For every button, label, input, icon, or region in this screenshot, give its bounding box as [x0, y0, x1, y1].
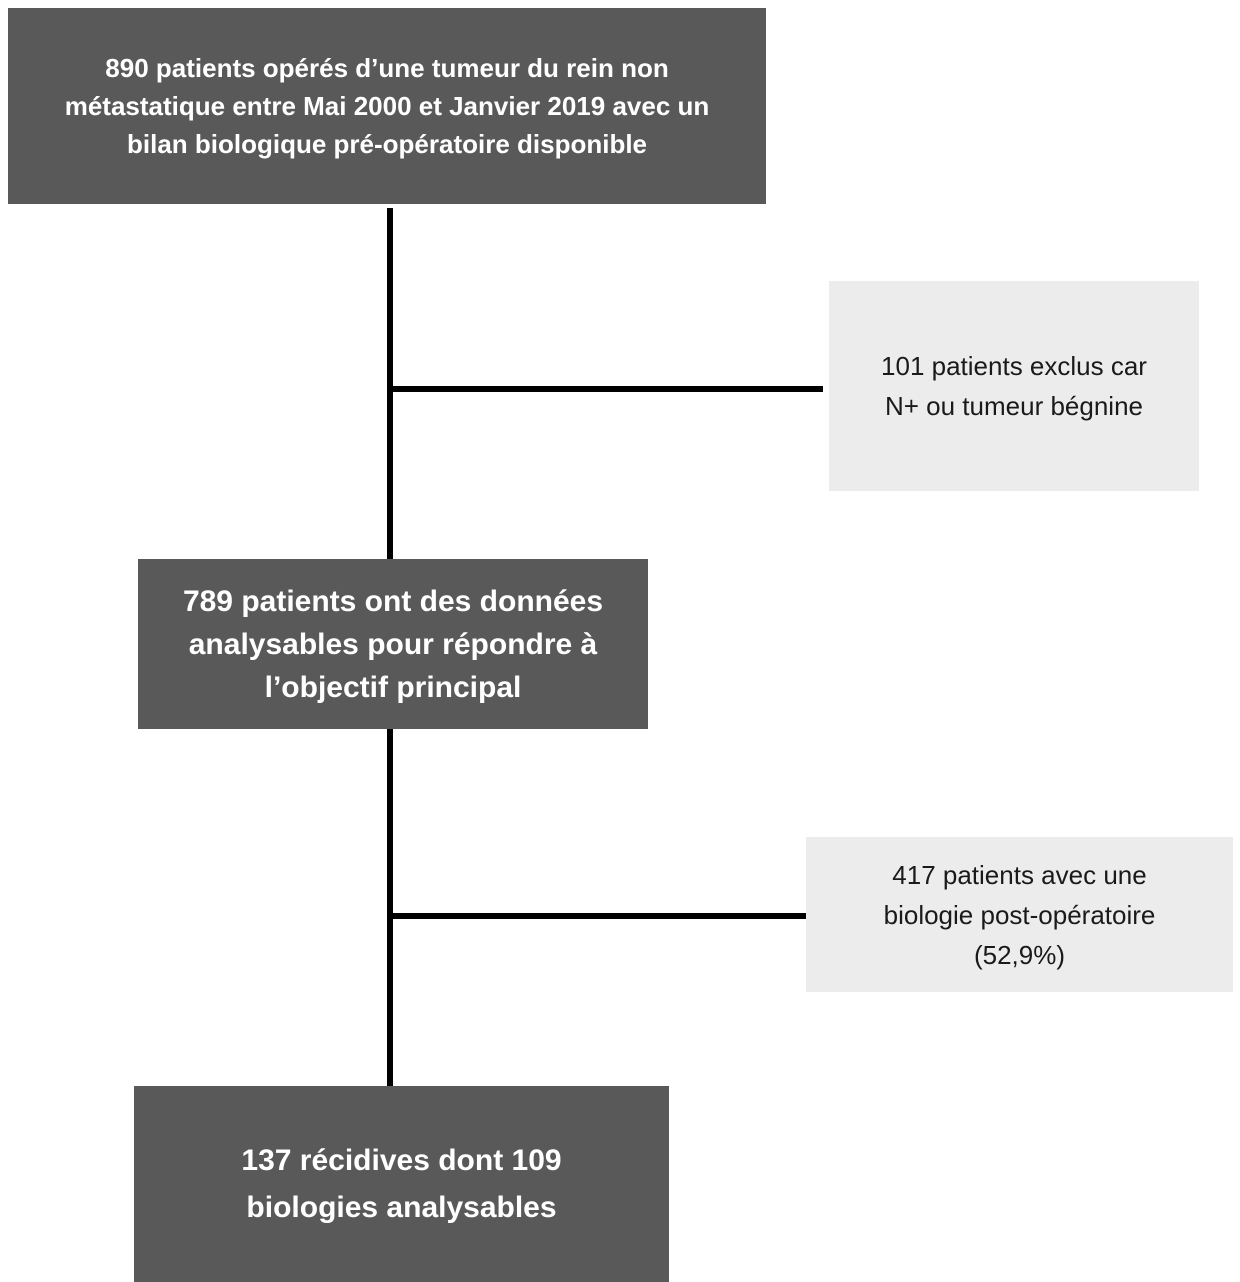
initial-cohort-text: 890 patients opérés d’une tumeur du rein…	[64, 53, 710, 159]
connector-to-exclusion	[390, 386, 823, 392]
postop-biology-box: 417 patients avec une biologie post-opér…	[806, 837, 1233, 992]
connector-vertical-upper	[387, 208, 393, 559]
exclusion-box: 101 patients exclus car N+ ou tumeur bég…	[829, 281, 1199, 491]
exclusion-text: 101 patients exclus car N+ ou tumeur bég…	[881, 351, 1147, 421]
connector-vertical-lower	[387, 729, 393, 1086]
recurrence-text: 137 récidives dont 109 biologies analysa…	[241, 1144, 562, 1224]
initial-cohort-box: 890 patients opérés d’une tumeur du rein…	[8, 8, 766, 204]
recurrence-box: 137 récidives dont 109 biologies analysa…	[134, 1086, 669, 1282]
analysable-cohort-text: 789 patients ont des données analysables…	[182, 584, 604, 704]
analysable-cohort-box: 789 patients ont des données analysables…	[138, 559, 648, 729]
postop-biology-text: 417 patients avec une biologie post-opér…	[883, 859, 1156, 970]
connector-to-postop	[390, 913, 806, 919]
